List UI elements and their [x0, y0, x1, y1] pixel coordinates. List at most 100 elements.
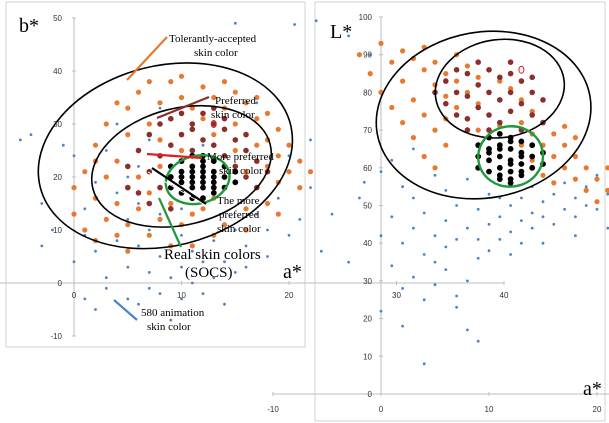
tolerantly-accepted-skin-color-point: [583, 165, 589, 171]
580-animation-skin-color-point: [379, 309, 383, 313]
580-animation-skin-color-point: [390, 264, 394, 268]
annotation-tolerantly-accepted-line2: skin color: [194, 47, 238, 59]
more-preferred-skin-color-point: [232, 168, 239, 175]
annotation-preferred: Preferred: [215, 95, 256, 107]
more-preferred-skin-color-point: [529, 153, 536, 160]
580-animation-skin-color-point: [40, 202, 44, 205]
tolerantly-accepted-skin-color-point: [135, 174, 142, 180]
preferred-skin-color-point: [475, 59, 482, 65]
tolerantly-accepted-skin-color-point: [82, 169, 88, 175]
580-animation-skin-color-point: [412, 275, 415, 279]
580-animation-skin-color-point: [595, 173, 599, 177]
580-animation-skin-color-point: [255, 101, 259, 105]
tolerantly-accepted-skin-color-point: [189, 243, 195, 249]
preferred-skin-color-point: [507, 89, 514, 96]
tolerantly-accepted-skin-color-point: [594, 199, 600, 205]
580-animation-skin-color-point: [541, 200, 545, 204]
tolerantly-accepted-skin-color-point: [254, 94, 260, 101]
tolerantly-accepted-skin-color-point: [475, 74, 481, 80]
y-tick-label: 10: [363, 352, 372, 361]
more-preferred-skin-color-point: [210, 184, 217, 191]
y-tick-label: 0: [58, 279, 63, 288]
580-animation-skin-color-point: [379, 170, 383, 174]
preferred-skin-color-point: [507, 70, 514, 77]
preferred-skin-color-point: [146, 200, 153, 207]
tolerantly-accepted-skin-color-point: [135, 89, 142, 95]
tolerantly-accepted-skin-color-point: [82, 227, 88, 233]
annotation-the-more-line3: skin color: [217, 223, 261, 235]
580-animation-skin-color-point: [552, 192, 556, 196]
580-animation-skin-color-point: [61, 143, 65, 147]
preferred-skin-color-point: [486, 67, 492, 73]
580-animation-skin-color-point: [223, 260, 226, 264]
580-animation-skin-color-point: [530, 211, 534, 215]
580-animation-skin-color-point: [104, 286, 108, 290]
preferred-skin-color-point: [540, 97, 546, 103]
580-animation-skin-color-point: [201, 143, 205, 147]
chart-panel-right: -10 0 10 20 30 40 0 10 20 30 40 50 60 70 80 90 100 L* a*: [267, 1, 609, 422]
580-animation-skin-color-point: [298, 218, 302, 221]
580-animation-skin-color-point: [444, 219, 448, 223]
tolerantly-accepted-skin-color-point: [71, 211, 77, 217]
580-animation-skin-color-point: [104, 149, 108, 152]
tolerantly-accepted-skin-color-point: [443, 93, 449, 99]
preferred-skin-color-point: [168, 142, 174, 148]
580-animation-skin-color-point: [115, 122, 119, 126]
tolerantly-accepted-skin-color-point: [275, 126, 281, 132]
more-preferred-skin-color-point: [178, 179, 185, 186]
tolerantly-accepted-skin-color-point: [572, 176, 579, 182]
580-animation-skin-color-point: [466, 177, 469, 181]
580-animation-skin-color-point: [379, 234, 383, 238]
preferred-skin-color-point: [529, 112, 535, 118]
tolerantly-accepted-skin-color-point: [551, 131, 557, 137]
580-animation-skin-color-point: [574, 196, 577, 200]
tolerantly-accepted-skin-color-point: [410, 135, 416, 141]
more-preferred-skin-color-point: [507, 138, 514, 145]
more-preferred-skin-color-point: [210, 174, 217, 180]
tolerantly-accepted-skin-color-point: [125, 132, 131, 138]
580-animation-skin-color-point: [201, 292, 205, 295]
tolerantly-accepted-skin-color-point: [211, 94, 217, 101]
tolerantly-accepted-skin-color-point: [189, 211, 195, 217]
580-animation-skin-color-point: [190, 249, 194, 253]
tolerantly-accepted-skin-color-point: [572, 153, 579, 160]
preferred-skin-color-point: [475, 82, 482, 88]
580-animation-skin-color-point: [563, 207, 566, 211]
tolerantly-accepted-skin-color-point: [286, 169, 292, 175]
annotation-the-more: The more: [217, 195, 260, 207]
tolerantly-accepted-skin-color-point: [432, 165, 438, 171]
preferred-skin-color-point: [178, 110, 185, 117]
right-x-axis-label: a*: [583, 378, 602, 400]
580-animation-skin-color-point: [476, 256, 480, 260]
tolerantly-accepted-skin-color-point: [103, 216, 109, 222]
580-animation-skin-color-point: [509, 204, 512, 207]
y-tick-label: 0: [368, 390, 373, 399]
580-animation-skin-color-point: [319, 249, 323, 253]
y-tick-label: 90: [363, 51, 372, 60]
580-animation-skin-color-point: [244, 265, 248, 269]
more-preferred-skin-color-point: [496, 172, 503, 179]
y-tick-label: 50: [363, 202, 372, 211]
x-tick-label: 20: [285, 291, 294, 300]
580-animation-skin-color-point: [401, 241, 404, 245]
580-animation-skin-color-point: [422, 298, 426, 302]
tolerantly-accepted-skin-color-point: [400, 78, 406, 84]
580-animation-skin-color-point: [104, 276, 108, 280]
x-tick-label: 20: [593, 405, 602, 414]
580-animation-skin-color-point: [94, 180, 97, 184]
580-animation-skin-color-point: [287, 233, 291, 237]
tolerantly-accepted-skin-color-point: [114, 158, 120, 164]
y-tick-label: 50: [53, 14, 62, 23]
580-animation-skin-color-point: [487, 249, 491, 253]
580-animation-skin-color-point: [412, 196, 415, 200]
x-tick-label: 40: [500, 291, 509, 300]
preferred-skin-color-point: [486, 127, 492, 133]
tolerantly-accepted-skin-color-point: [114, 100, 120, 106]
tolerantly-accepted-skin-color-point: [221, 222, 228, 228]
region-ellipse-0: [37, 62, 294, 250]
580-animation-skin-color-point: [390, 215, 394, 219]
tolerantly-accepted-skin-color-point: [583, 187, 589, 193]
580-animation-skin-color-point: [212, 276, 216, 280]
tolerantly-accepted-skin-color-point: [497, 78, 503, 84]
